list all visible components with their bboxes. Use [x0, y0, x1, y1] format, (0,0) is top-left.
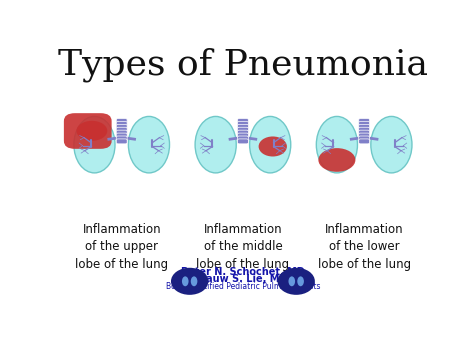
FancyBboxPatch shape: [237, 124, 248, 129]
FancyBboxPatch shape: [116, 124, 127, 129]
Ellipse shape: [319, 148, 356, 172]
Ellipse shape: [316, 116, 357, 173]
FancyBboxPatch shape: [359, 130, 370, 135]
FancyBboxPatch shape: [116, 130, 127, 135]
Ellipse shape: [195, 116, 236, 173]
Ellipse shape: [128, 116, 170, 173]
Ellipse shape: [289, 276, 295, 286]
FancyBboxPatch shape: [359, 133, 370, 138]
Text: Inflammation
of the lower
lobe of the lung: Inflammation of the lower lobe of the lu…: [318, 223, 410, 271]
FancyBboxPatch shape: [116, 121, 127, 126]
FancyBboxPatch shape: [359, 136, 370, 141]
Text: Board Certified Pediatric Pulmonologists: Board Certified Pediatric Pulmonologists: [166, 282, 320, 291]
Text: Hauw S. Lie, MD: Hauw S. Lie, MD: [198, 274, 288, 284]
FancyBboxPatch shape: [359, 124, 370, 129]
Circle shape: [279, 269, 314, 294]
Ellipse shape: [74, 116, 115, 173]
FancyBboxPatch shape: [116, 119, 127, 123]
FancyBboxPatch shape: [359, 139, 370, 144]
FancyBboxPatch shape: [237, 121, 248, 126]
FancyBboxPatch shape: [116, 136, 127, 141]
FancyBboxPatch shape: [116, 127, 127, 132]
Ellipse shape: [259, 137, 287, 156]
FancyBboxPatch shape: [116, 139, 127, 144]
Text: Types of Pneumonia: Types of Pneumonia: [58, 47, 428, 81]
Text: Peter N. Schochet, MD: Peter N. Schochet, MD: [181, 267, 305, 277]
FancyBboxPatch shape: [237, 136, 248, 141]
Text: Inflammation
of the upper
lobe of the lung: Inflammation of the upper lobe of the lu…: [75, 223, 168, 271]
Ellipse shape: [371, 116, 412, 173]
FancyBboxPatch shape: [64, 113, 112, 149]
FancyBboxPatch shape: [359, 127, 370, 132]
FancyBboxPatch shape: [237, 139, 248, 144]
Ellipse shape: [182, 276, 189, 286]
FancyBboxPatch shape: [237, 133, 248, 138]
FancyBboxPatch shape: [237, 119, 248, 123]
Ellipse shape: [297, 276, 304, 286]
Ellipse shape: [250, 116, 291, 173]
FancyBboxPatch shape: [237, 127, 248, 132]
Text: Inflammation
of the middle
lobe of the lung: Inflammation of the middle lobe of the l…: [196, 223, 290, 271]
FancyBboxPatch shape: [116, 133, 127, 138]
FancyBboxPatch shape: [359, 121, 370, 126]
FancyBboxPatch shape: [359, 119, 370, 123]
FancyBboxPatch shape: [237, 130, 248, 135]
Circle shape: [172, 269, 207, 294]
Ellipse shape: [76, 121, 107, 141]
Ellipse shape: [191, 276, 197, 286]
